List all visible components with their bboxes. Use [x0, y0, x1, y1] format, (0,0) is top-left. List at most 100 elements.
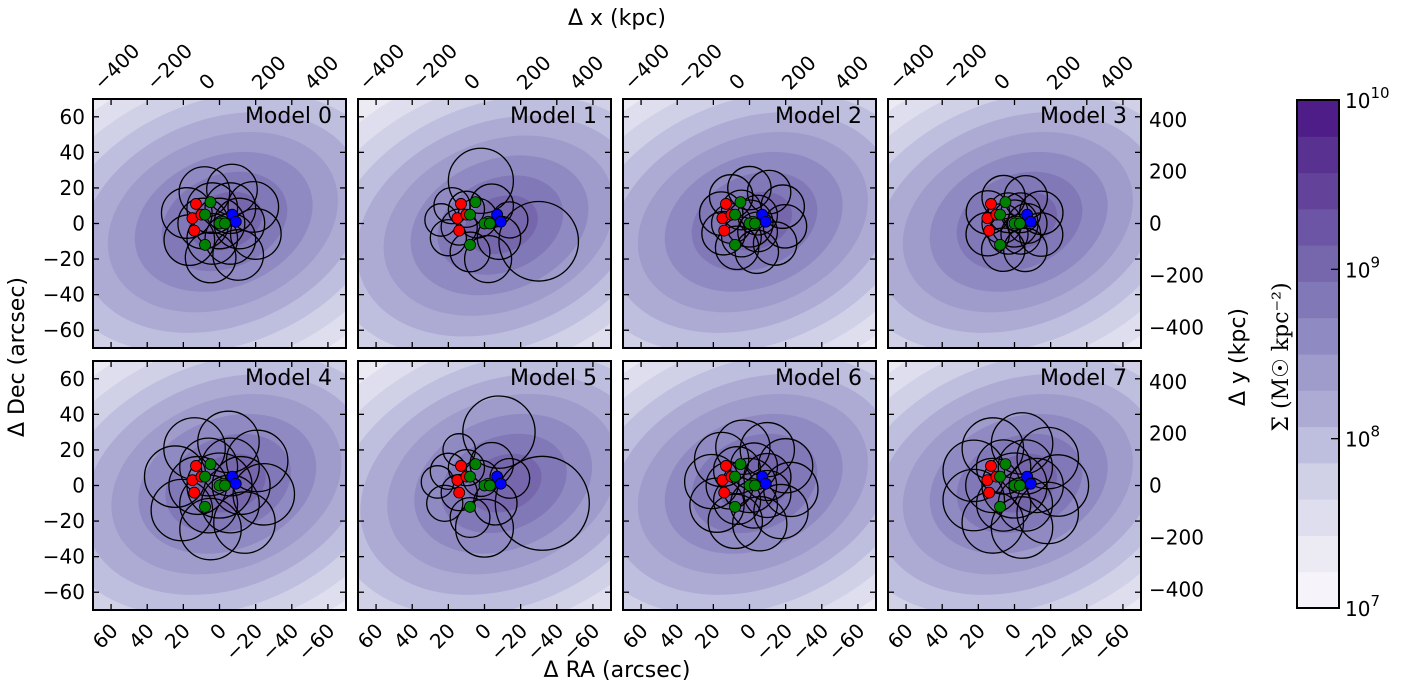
y-tick-label: −20 [43, 509, 85, 533]
green-marker [749, 217, 761, 230]
colorbar-segment [1297, 172, 1339, 210]
red-marker [720, 198, 732, 210]
green-marker [484, 217, 496, 230]
y-kpc-tick-label: −200 [1149, 263, 1204, 287]
grid-circle [494, 455, 590, 551]
y-tick-label: 20 [60, 438, 85, 462]
green-marker [199, 208, 211, 221]
grid-circle [997, 439, 1054, 495]
colorbar-tick-label: 109 [1345, 253, 1380, 282]
red-marker [985, 460, 997, 472]
grid-circle [498, 200, 580, 282]
grid-circle [204, 182, 257, 235]
grid-circle [426, 484, 464, 523]
red-marker [718, 224, 731, 237]
grid-circle [462, 395, 536, 469]
colorbar-segment [1297, 571, 1339, 609]
grid-circle [980, 227, 1026, 273]
x-axis-label-bottom: Δ RA (arcsec) [544, 658, 691, 683]
x-kpc-tick-label: 0 [194, 69, 220, 95]
y-tick-label: 40 [60, 140, 85, 164]
x-tick-label: 40 [919, 619, 954, 654]
red-marker [188, 224, 201, 237]
x-tick-label: 60 [618, 619, 653, 654]
x-kpc-tick-label: 200 [512, 51, 556, 95]
x-tick-label: −20 [750, 619, 797, 666]
y-kpc-tick-label: −400 [1149, 315, 1204, 339]
panel-title: Model 3 [1040, 104, 1127, 129]
panel-title: Model 5 [510, 366, 597, 391]
green-marker [729, 470, 741, 483]
x-kpc-tick-label: −200 [141, 39, 197, 95]
y-tick-label: 40 [60, 402, 85, 426]
grid-circle [763, 461, 819, 518]
colorbar-frame [1296, 99, 1340, 609]
grid-circle [429, 219, 468, 257]
green-marker [994, 500, 1006, 513]
grid-circle [186, 212, 239, 265]
red-marker [190, 198, 202, 210]
green-marker [999, 458, 1012, 471]
x-tick-label: −20 [220, 619, 267, 666]
x-kpc-tick-label: 200 [1042, 51, 1086, 95]
x-tick-label: 40 [654, 619, 689, 654]
y-kpc-tick-label: 400 [1149, 108, 1187, 132]
grid-circle [449, 496, 491, 539]
panel-title: Model 4 [245, 366, 332, 391]
grid-circle [757, 438, 814, 494]
grid-circle [981, 452, 1048, 519]
red-marker [190, 460, 202, 472]
green-marker [994, 208, 1006, 221]
x-kpc-tick-label: −200 [406, 39, 462, 95]
x-kpc-tick-label: −400 [354, 39, 410, 95]
y-tick-label: −60 [43, 580, 85, 604]
blue-marker [229, 215, 242, 228]
grid-circle [1006, 202, 1048, 245]
y-kpc-tick-label: 400 [1149, 370, 1187, 394]
green-marker [734, 458, 747, 471]
panel-model-6: Model 660 40 20 0−20−40−60 [618, 360, 877, 666]
x-kpc-tick-label: −400 [884, 39, 940, 95]
x-tick-label: 20 [955, 619, 990, 654]
colorbar-tick-label: 108 [1345, 423, 1380, 452]
green-marker [999, 196, 1012, 209]
green-marker [199, 500, 211, 513]
colorbar-segment [1297, 354, 1339, 391]
green-marker [464, 208, 476, 221]
red-marker [188, 486, 201, 499]
green-marker [204, 458, 217, 471]
colorbar-tick-label: 107 [1345, 592, 1380, 621]
y-kpc-tick-label: −400 [1149, 577, 1204, 601]
green-marker [199, 238, 211, 251]
x-tick-label: −60 [823, 619, 870, 666]
x-tick-label: 20 [425, 619, 460, 654]
blue-marker [494, 215, 507, 228]
red-marker [985, 198, 997, 210]
grid-circle [1003, 227, 1048, 273]
grid-circle [184, 231, 237, 284]
green-marker [749, 479, 761, 492]
colorbar-segment [1297, 499, 1339, 536]
colorbar-segment [1297, 535, 1339, 573]
panel-title: Model 2 [775, 104, 862, 129]
x-kpc-tick-label: 400 [564, 51, 608, 95]
x-axis-label-top: Δ x (kpc) [568, 6, 666, 31]
y-tick-label: −60 [43, 318, 85, 342]
x-kpc-tick-label: 0 [724, 69, 750, 95]
grid-circle [447, 147, 515, 214]
y-kpc-tick-label: −200 [1149, 525, 1204, 549]
x-tick-label: 20 [160, 619, 195, 654]
grid-circle [440, 473, 478, 512]
x-tick-label: 60 [883, 619, 918, 654]
panel-title: Model 7 [1040, 366, 1127, 391]
x-tick-label: −60 [1088, 619, 1135, 666]
x-tick-label: −20 [1015, 619, 1062, 666]
green-marker [469, 458, 482, 471]
x-tick-label: 60 [353, 619, 388, 654]
red-marker [455, 198, 467, 210]
y-tick-label: 0 [72, 474, 85, 498]
x-kpc-tick-label: −200 [936, 39, 992, 95]
grid-circle [746, 169, 792, 215]
colorbar-segment [1297, 136, 1339, 174]
